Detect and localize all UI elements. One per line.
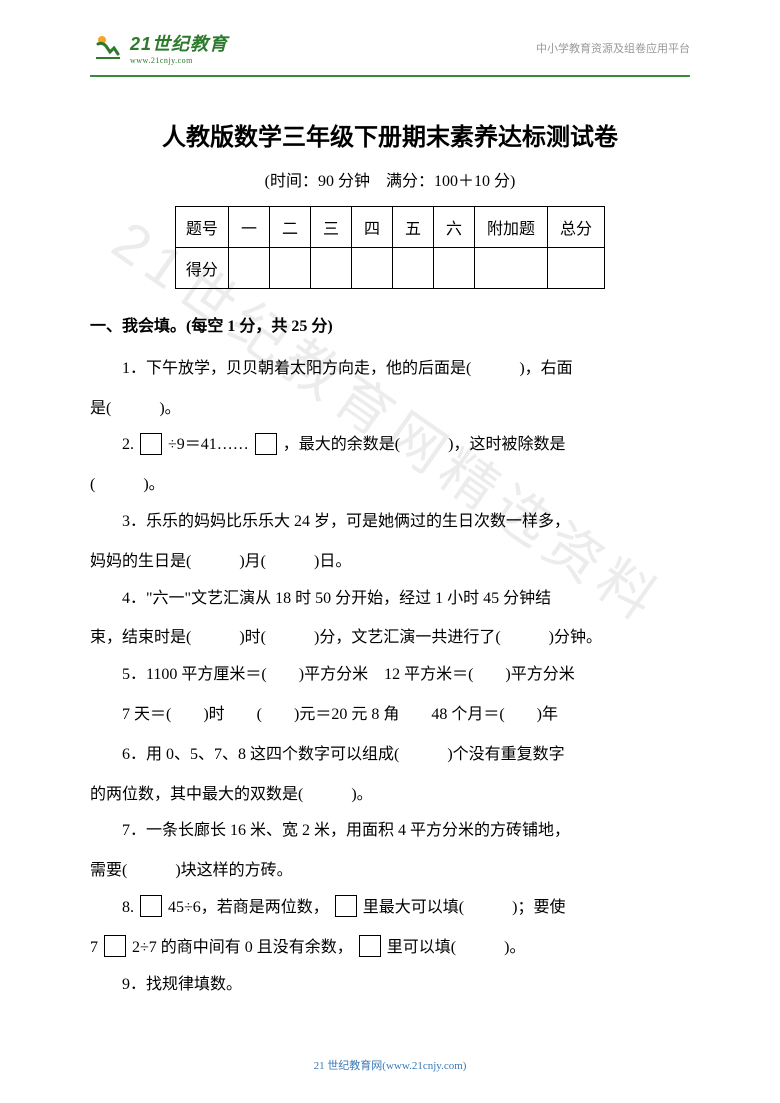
table-cell <box>393 248 434 289</box>
blank-box <box>255 433 277 455</box>
blank-box <box>359 935 381 957</box>
table-cell: 六 <box>434 207 475 248</box>
header-right-text: 中小学教育资源及组卷应用平台 <box>536 40 690 56</box>
logo-section: 21世纪教育 www.21cnjy.com <box>90 30 228 65</box>
table-cell: 一 <box>228 207 269 248</box>
table-cell: 题号 <box>175 207 228 248</box>
question-1: 1．下午放学，贝贝朝着太阳方向走，他的后面是( )，右面 <box>90 351 690 388</box>
page-title: 人教版数学三年级下册期末素养达标测试卷 <box>0 117 780 152</box>
blank-box <box>104 935 126 957</box>
question-8: 8. 45÷6，若商是两位数， 里最大可以填( )；要使 <box>90 890 690 927</box>
table-cell <box>434 248 475 289</box>
q2-mid: ÷9＝41…… <box>168 436 249 453</box>
q8-cont-pre: 7 <box>90 939 98 956</box>
question-7: 7．一条长廊长 16 米、宽 2 米，用面积 4 平方分米的方砖铺地， <box>90 813 690 850</box>
table-cell <box>228 248 269 289</box>
blank-box <box>335 895 357 917</box>
table-cell: 二 <box>269 207 310 248</box>
q2-pre: 2. <box>122 436 134 453</box>
table-cell <box>351 248 392 289</box>
question-2-cont: ( )。 <box>90 467 690 504</box>
table-cell: 附加题 <box>475 207 548 248</box>
table-row: 得分 <box>175 248 604 289</box>
question-4: 4．"六一"文艺汇演从 18 时 50 分开始，经过 1 小时 45 分钟结 <box>90 581 690 618</box>
question-2: 2. ÷9＝41…… ，最大的余数是( )，这时被除数是 <box>90 427 690 464</box>
q8-mid2: 里最大可以填( )；要使 <box>363 899 566 916</box>
question-6: 6．用 0、5、7、8 这四个数字可以组成( )个没有重复数字 <box>90 737 690 774</box>
table-row: 题号 一 二 三 四 五 六 附加题 总分 <box>175 207 604 248</box>
table-cell: 总分 <box>548 207 605 248</box>
table-cell <box>269 248 310 289</box>
page-subtitle: (时间：90 分钟 满分：100＋10 分) <box>0 167 780 191</box>
q8-mid1: 45÷6，若商是两位数， <box>168 899 329 916</box>
question-3-cont: 妈妈的生日是( )月( )日。 <box>90 544 690 581</box>
logo-icon <box>90 30 125 65</box>
question-8-cont: 7 2÷7 的商中间有 0 且没有余数， 里可以填( )。 <box>90 930 690 967</box>
q2-post: ，最大的余数是( )，这时被除数是 <box>283 436 566 453</box>
q8-cont-mid: 2÷7 的商中间有 0 且没有余数， <box>132 939 353 956</box>
table-cell: 得分 <box>175 248 228 289</box>
table-cell <box>548 248 605 289</box>
logo-main-text: 21世纪教育 <box>130 30 228 56</box>
q8-pre: 8. <box>122 899 134 916</box>
blank-box <box>140 895 162 917</box>
table-cell: 五 <box>393 207 434 248</box>
question-7-cont: 需要( )块这样的方砖。 <box>90 853 690 890</box>
question-9: 9．找规律填数。 <box>90 967 690 1004</box>
blank-box <box>140 433 162 455</box>
table-cell: 四 <box>351 207 392 248</box>
logo-sub-text: www.21cnjy.com <box>130 56 228 65</box>
question-6-cont: 的两位数，其中最大的双数是( )。 <box>90 777 690 814</box>
page-header: 21世纪教育 www.21cnjy.com 中小学教育资源及组卷应用平台 <box>90 0 690 77</box>
section-header: 一、我会填。(每空 1 分，共 25 分) <box>90 309 690 346</box>
score-table: 题号 一 二 三 四 五 六 附加题 总分 得分 <box>175 206 605 289</box>
q8-cont-post: 里可以填( )。 <box>387 939 526 956</box>
question-4-cont: 束，结束时是( )时( )分，文艺汇演一共进行了( )分钟。 <box>90 620 690 657</box>
table-cell <box>310 248 351 289</box>
question-5-cont: 7 天＝( )时 ( )元＝20 元 8 角 48 个月＝( )年 <box>90 697 690 734</box>
table-cell <box>475 248 548 289</box>
question-1-cont: 是( )。 <box>90 391 690 428</box>
question-3: 3．乐乐的妈妈比乐乐大 24 岁，可是她俩过的生日次数一样多， <box>90 504 690 541</box>
page-footer: 21 世纪教育网(www.21cnjy.com) <box>0 1057 780 1073</box>
question-5: 5．1100 平方厘米＝( )平方分米 12 平方米＝( )平方分米 <box>90 657 690 694</box>
content-area: 一、我会填。(每空 1 分，共 25 分) 1．下午放学，贝贝朝着太阳方向走，他… <box>0 309 780 1003</box>
table-cell: 三 <box>310 207 351 248</box>
